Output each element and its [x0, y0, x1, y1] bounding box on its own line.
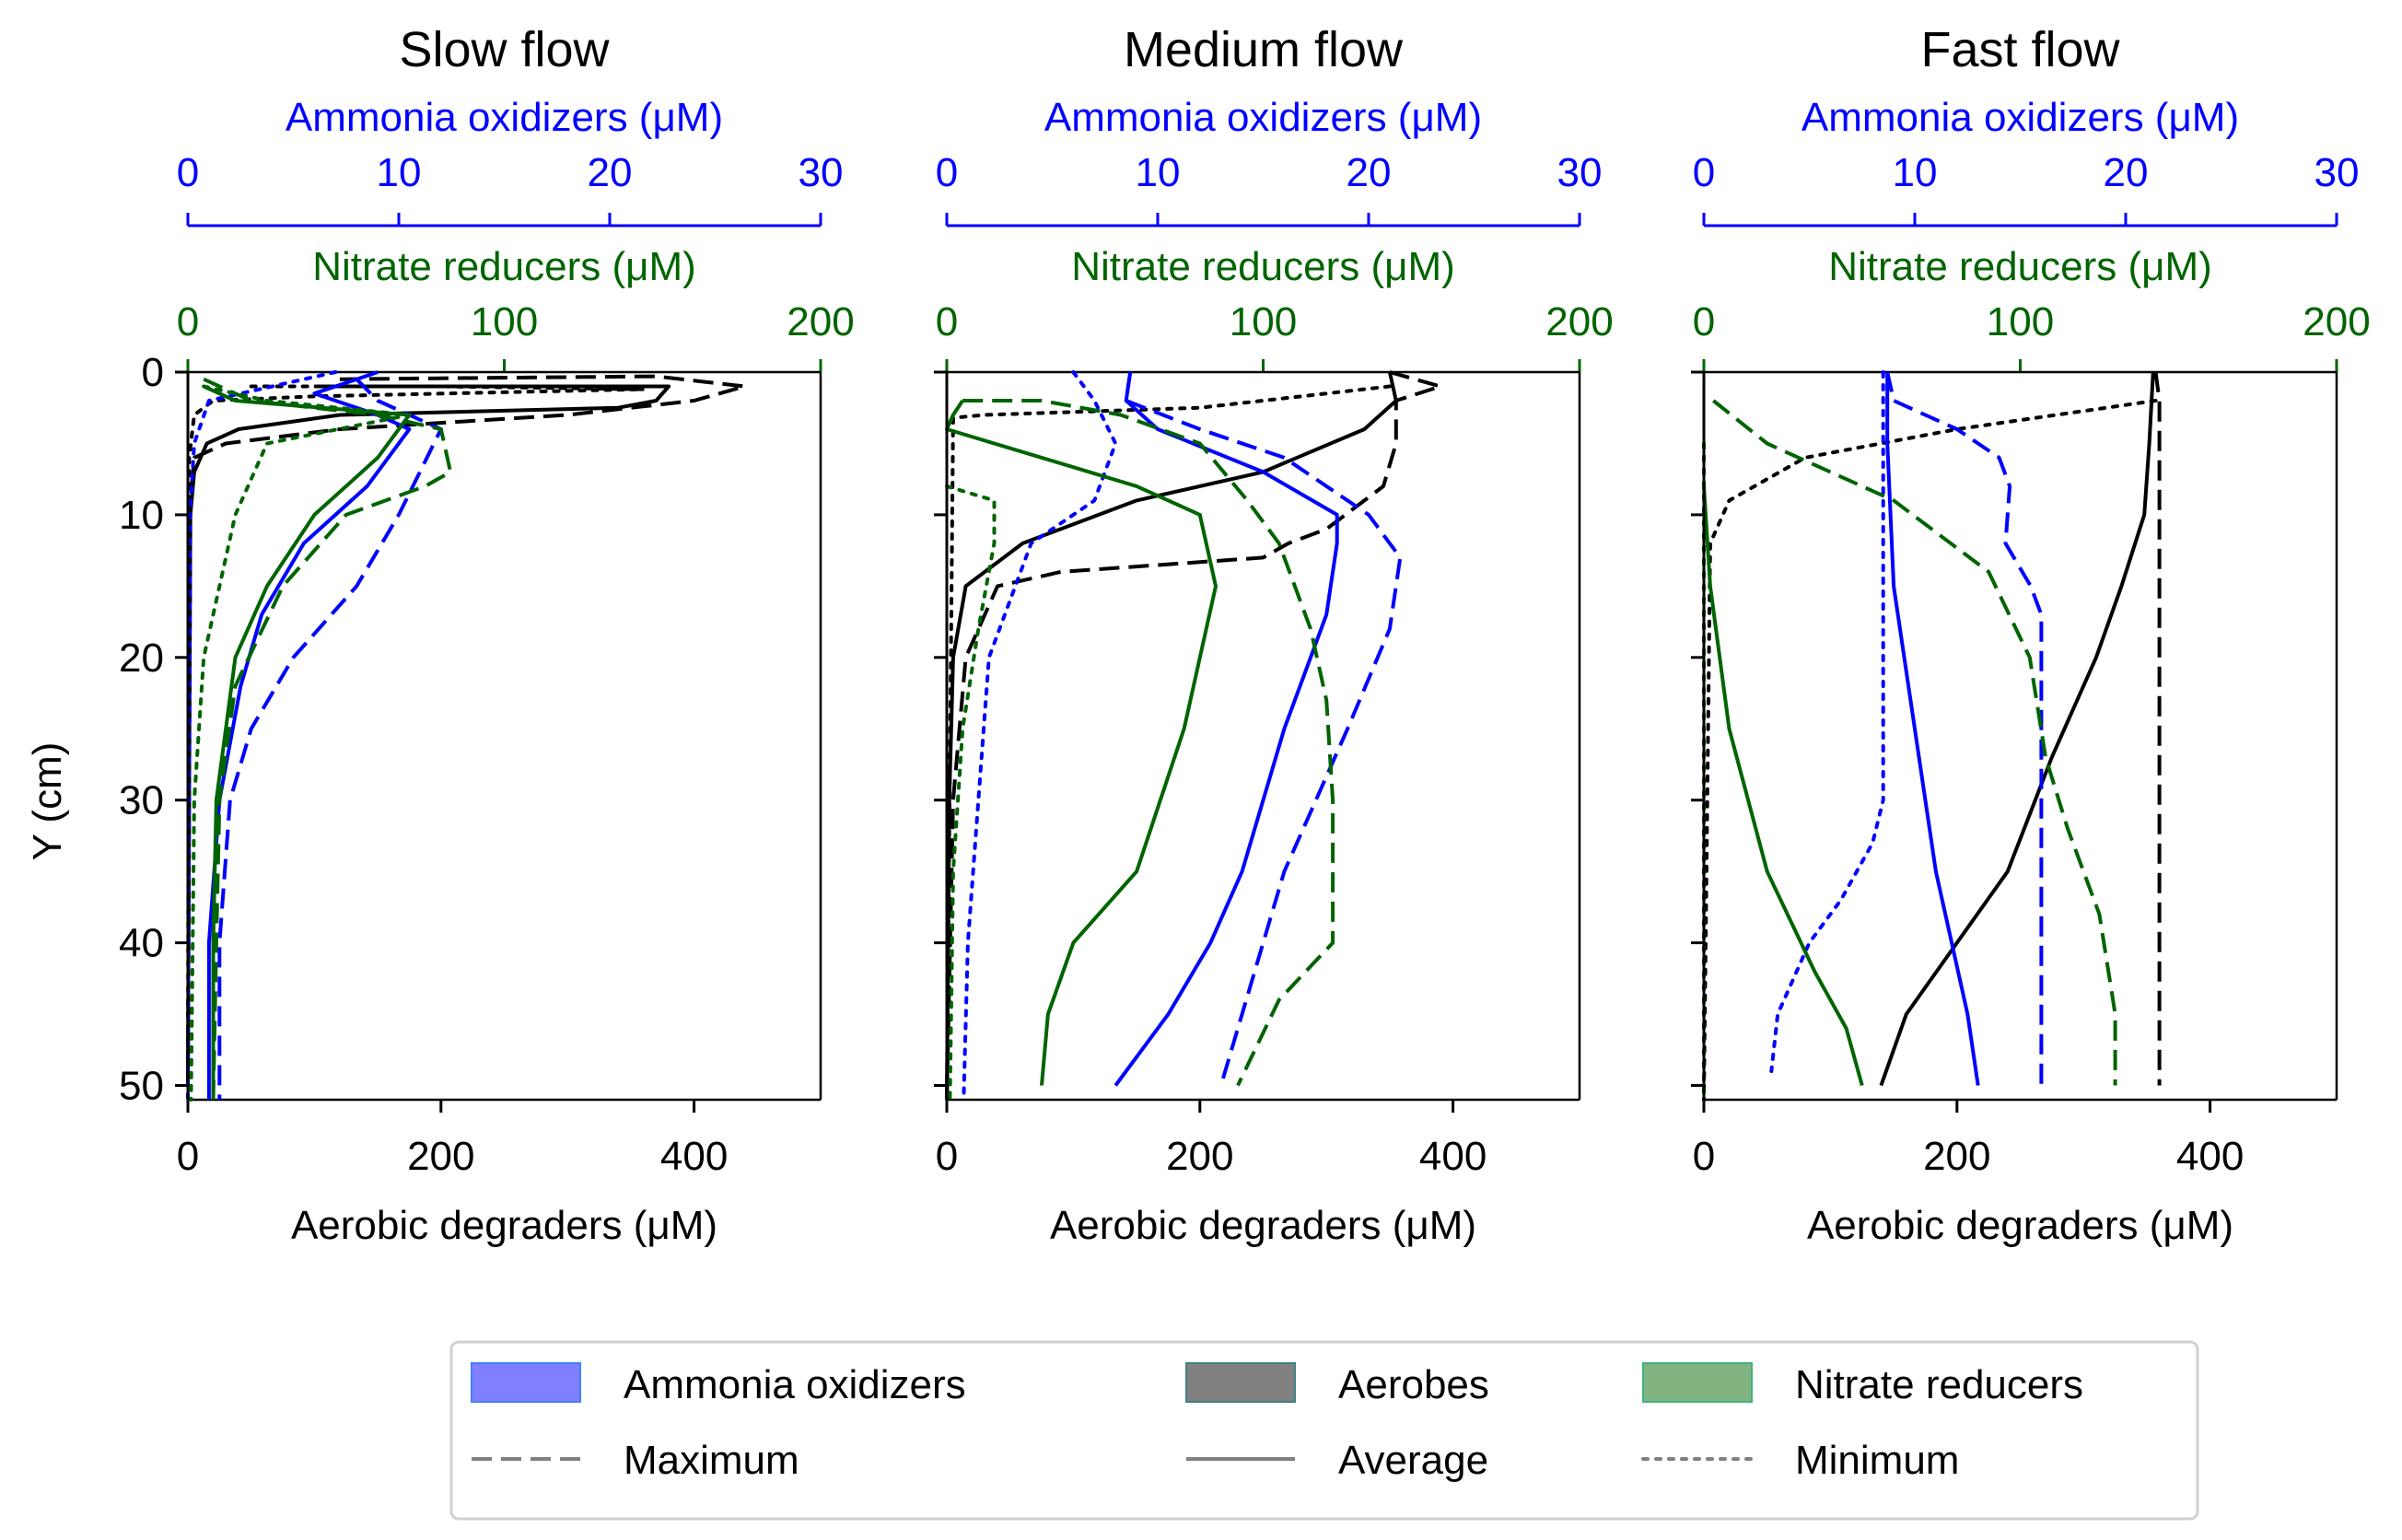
ammonia-tick-label: 10 [1893, 150, 1938, 195]
series-aerobes-minimum [186, 384, 646, 1088]
ammonia-tick-label: 30 [799, 150, 844, 195]
series-ammonia-maximum [1124, 371, 1403, 1087]
legend-label: Nitrate reducers [1795, 1362, 2083, 1407]
nitrate-tick-label: 200 [2303, 299, 2370, 344]
y-tick-label: 50 [119, 1064, 164, 1109]
series-nitrate-minimum [189, 384, 412, 1102]
plot-area [1702, 370, 2162, 1102]
ammonia-tick-label: 20 [588, 150, 633, 195]
series-ammonia-average [206, 370, 412, 1100]
nitrate-tick-label: 200 [787, 299, 854, 344]
series-ammonia-maximum [217, 378, 443, 1100]
series-aerobes-minimum [945, 384, 1392, 1102]
plot-area [945, 370, 1442, 1102]
legend-item: Ammonia oxidizers [471, 1362, 966, 1407]
nitrate-tick-label: 100 [1230, 299, 1297, 344]
nitrate-tick-label: 100 [1987, 299, 2054, 344]
series-aerobes-average [186, 384, 671, 1086]
series-aerobes-maximum [945, 370, 1442, 1101]
x-tick-label: 200 [407, 1134, 474, 1179]
ammonia-axis-label: Ammonia oxidizers (μM) [1044, 95, 1482, 140]
y-axis-label: Y (cm) [25, 742, 70, 861]
nitrate-tick-label: 0 [936, 299, 958, 344]
legend: Ammonia oxidizers Aerobes Nitrate reducers… [449, 1340, 2199, 1521]
x-tick-label: 0 [177, 1134, 199, 1179]
panel-title: Slow flow [399, 22, 610, 77]
panel-title: Medium flow [1124, 22, 1404, 77]
nitrate-axis-label: Nitrate reducers (μM) [1071, 244, 1455, 289]
ammonia-axis-label: Ammonia oxidizers (μM) [286, 95, 723, 140]
ammonia-axis-label: Ammonia oxidizers (μM) [1802, 95, 2239, 140]
legend-swatch [1185, 1362, 1296, 1403]
ammonia-tick-label: 20 [1347, 150, 1392, 195]
x-tick-label: 400 [660, 1134, 728, 1179]
series-nitrate-maximum [203, 377, 453, 1101]
x-axis-label: Aerobic degraders (μM) [1050, 1203, 1476, 1248]
legend-item: Minimum [1641, 1438, 1959, 1483]
series-nitrate-average [945, 399, 1218, 1086]
legend-swatch [471, 1362, 581, 1403]
y-tick-label: 10 [119, 493, 164, 538]
ammonia-tick-label: 0 [936, 150, 958, 195]
series-nitrate-maximum [962, 399, 1335, 1087]
x-tick-label: 400 [1419, 1134, 1487, 1179]
ammonia-tick-label: 20 [2104, 150, 2149, 195]
legend-item: Aerobes [1185, 1362, 1489, 1407]
y-tick-label: 40 [119, 921, 164, 966]
legend-item: Average [1186, 1438, 1488, 1483]
nitrate-axis-label: Nitrate reducers (μM) [1828, 244, 2212, 289]
legend-label: Minimum [1795, 1438, 1959, 1483]
x-axis-label: Aerobic degraders (μM) [291, 1203, 717, 1248]
series-nitrate-minimum [945, 484, 997, 1102]
ammonia-tick-label: 0 [1693, 150, 1715, 195]
y-tick-label: 0 [142, 350, 164, 395]
panel-2: Medium flow Ammonia oxidizers (μM) 0 10 20 30… [934, 22, 1614, 1248]
y-tick-label: 30 [119, 778, 164, 823]
legend-label: Average [1338, 1438, 1488, 1483]
series-aerobes-maximum [186, 374, 747, 1086]
ammonia-tick-label: 10 [377, 150, 422, 195]
nitrate-tick-label: 0 [1693, 299, 1715, 344]
series-aerobes-maximum [2153, 371, 2162, 1086]
ammonia-tick-label: 10 [1136, 150, 1181, 195]
x-tick-label: 0 [1693, 1134, 1715, 1179]
x-axis-label: Aerobic degraders (μM) [1807, 1203, 2233, 1248]
legend-item: Maximum [472, 1438, 799, 1483]
legend-label: Maximum [624, 1438, 799, 1483]
legend-frame [449, 1340, 2199, 1521]
series-aerobes-average [1879, 371, 2155, 1087]
series-ammonia-minimum [186, 370, 338, 1102]
legend-item: Nitrate reducers [1642, 1362, 2083, 1407]
panel-title: Fast flow [1920, 22, 2120, 77]
series-aerobes-minimum [1702, 399, 2158, 1102]
series-ammonia-maximum [1885, 371, 2044, 1086]
legend-swatch [1642, 1362, 1753, 1403]
nitrate-tick-label: 0 [177, 299, 199, 344]
panel-1: Slow flow Ammonia oxidizers (μM) 0 10 20 30 Ni… [119, 22, 855, 1248]
nitrate-tick-label: 200 [1545, 299, 1613, 344]
x-tick-label: 200 [1166, 1134, 1233, 1179]
y-tick-label: 20 [119, 636, 164, 681]
x-tick-label: 400 [2176, 1134, 2244, 1179]
x-tick-label: 200 [1923, 1134, 1990, 1179]
series-nitrate-average [203, 384, 412, 1100]
series-nitrate-average [1702, 485, 1864, 1087]
ammonia-tick-label: 30 [1557, 150, 1603, 195]
series-nitrate-maximum [1712, 399, 2117, 1086]
ammonia-tick-label: 30 [2315, 150, 2360, 195]
series-ammonia-average [1885, 372, 1980, 1086]
series-ammonia-minimum [962, 370, 1118, 1102]
ammonia-tick-label: 0 [177, 150, 199, 195]
nitrate-tick-label: 100 [471, 299, 538, 344]
x-tick-label: 0 [936, 1134, 958, 1179]
legend-label: Ammonia oxidizers [624, 1362, 966, 1407]
panel-3: Fast flow Ammonia oxidizers (μM) 0 10 20 30 Ni… [1691, 22, 2371, 1248]
plot-area [186, 370, 747, 1102]
legend-label: Aerobes [1338, 1362, 1489, 1407]
series-ammonia-minimum [1769, 370, 1885, 1073]
nitrate-axis-label: Nitrate reducers (μM) [312, 244, 696, 289]
